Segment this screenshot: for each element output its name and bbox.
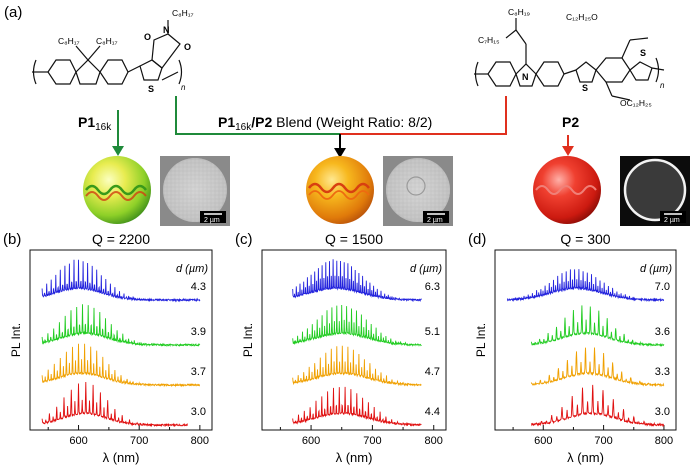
y-axis-label: PL Int. <box>241 323 255 357</box>
trace-label: 4.7 <box>425 366 440 378</box>
trace-label: 7.0 <box>655 281 670 293</box>
p2-structure <box>474 18 665 101</box>
p2-s-atom-2: S <box>640 48 646 58</box>
p1-o1: O <box>144 32 151 42</box>
x-tick-label: 600 <box>302 435 320 447</box>
spectrum-trace-d-3.3 <box>530 347 665 388</box>
y-axis-label: PL Int. <box>474 323 488 357</box>
chart-title: Q = 1500 <box>325 231 383 247</box>
p1-structure <box>32 20 183 85</box>
panel-label: (d) <box>468 231 486 248</box>
trace-label: 3.9 <box>191 326 206 338</box>
p2-label: P2 <box>562 114 579 130</box>
p1-c8-left: C₈H₁₇ <box>58 36 80 46</box>
sem-scale-p1: 2 µm <box>204 217 220 224</box>
p1-subscript-n: n <box>181 83 186 92</box>
chart-title: Q = 300 <box>560 231 610 247</box>
plot-frame <box>494 249 677 431</box>
trace-label: 5.1 <box>425 326 440 338</box>
p2-c12-top: C₁₂H₂₅O <box>566 12 598 22</box>
blend-connectors <box>112 96 574 158</box>
x-tick-label: 700 <box>363 435 381 447</box>
chart-title: Q = 2200 <box>92 231 150 247</box>
blend-label: P116k/P2 Blend (Weight Ratio: 8/2) <box>218 114 432 133</box>
x-axis-label: λ (nm) <box>103 450 140 465</box>
spectrum-trace-d-6.3 <box>292 259 422 303</box>
p2-n-atom: N <box>522 72 529 82</box>
spectrum-trace-d-4.3 <box>41 259 201 303</box>
x-tick-label: 800 <box>191 435 209 447</box>
trace-label: 3.3 <box>655 366 670 378</box>
spectrum-trace-d-4.7 <box>292 345 422 387</box>
p1-c8-right: C₈H₁₇ <box>96 36 118 46</box>
chart-panel-2: (c) Q = 1500 600 700 800 λ (nm) PL Int. d (µm) 6… <box>235 231 447 465</box>
p2-c12-bottom: OC₁₂H₂₅ <box>620 98 652 108</box>
x-tick-label: 800 <box>425 435 443 447</box>
spectrum-trace-d-3.0 <box>41 381 188 428</box>
p1-c8-n: C₈H₁₇ <box>172 8 194 18</box>
spectrum-trace-d-5.1 <box>292 304 422 347</box>
plot-frame <box>261 249 447 431</box>
spectrum-trace-d-4.4 <box>292 386 422 427</box>
p2-subscript-n: n <box>660 81 665 90</box>
p2-c8h19: C₈H₁₉ <box>508 7 530 17</box>
y-axis-label: PL Int. <box>9 323 23 357</box>
chart-panel-1: (b) Q = 2200 600 700 800 λ (nm) PL Int. d (µm) 4… <box>3 231 213 465</box>
sphere-p2 <box>533 156 601 224</box>
p1-o2: O <box>184 42 191 52</box>
p1-s-atom: S <box>148 84 154 94</box>
sphere-blend <box>306 156 374 224</box>
legend-title: d (µm) <box>640 263 672 275</box>
p2-c7h15: C₇H₁₅ <box>478 35 500 45</box>
spectrum-trace-d-3.0 <box>531 384 665 428</box>
spectrum-trace-d-3.6 <box>530 305 665 347</box>
trace-label: 4.4 <box>425 406 440 418</box>
x-axis-label: λ (nm) <box>336 450 373 465</box>
trace-label: 3.0 <box>655 406 670 418</box>
sem-scale-p2: 2 µm <box>664 217 680 224</box>
panel-label: (b) <box>3 231 21 248</box>
chart-panel-3: (d) Q = 300 600 700 800 λ (nm) PL Int. d (µm) 7.… <box>468 231 677 465</box>
p2-s-atom-1: S <box>582 83 588 93</box>
sem-image-p2: 2 µm <box>620 156 690 226</box>
x-tick-label: 800 <box>655 435 673 447</box>
sphere-p1 <box>83 156 151 224</box>
x-axis-label: λ (nm) <box>567 450 604 465</box>
trace-label: 3.7 <box>191 366 206 378</box>
spectrum-trace-d-3.9 <box>41 304 201 348</box>
panel-label-a: (a) <box>4 4 22 21</box>
pl-spectra-panels: (b) Q = 2200 600 700 800 λ (nm) PL Int. d (µm) 4… <box>3 231 677 465</box>
trace-label: 6.3 <box>425 281 440 293</box>
panel-label: (c) <box>235 231 253 248</box>
legend-title: d (µm) <box>176 263 208 275</box>
x-tick-label: 600 <box>69 435 87 447</box>
spectrum-trace-d-3.7 <box>41 343 201 388</box>
x-tick-label: 700 <box>594 435 612 447</box>
plot-frame <box>29 249 213 431</box>
trace-label: 3.6 <box>655 326 670 338</box>
x-tick-label: 600 <box>534 435 552 447</box>
sem-image-p1: 2 µm <box>160 156 230 226</box>
sem-image-blend: 2 µm <box>383 156 453 226</box>
spectrum-trace-d-7.0 <box>506 269 665 303</box>
legend-title: d (µm) <box>410 263 442 275</box>
trace-label: 4.3 <box>191 281 206 293</box>
trace-label: 3.0 <box>191 406 206 418</box>
x-tick-label: 700 <box>130 435 148 447</box>
sem-scale-blend: 2 µm <box>427 217 443 224</box>
p1-label: P116k <box>78 114 112 133</box>
p1-n-atom: N <box>163 25 170 35</box>
